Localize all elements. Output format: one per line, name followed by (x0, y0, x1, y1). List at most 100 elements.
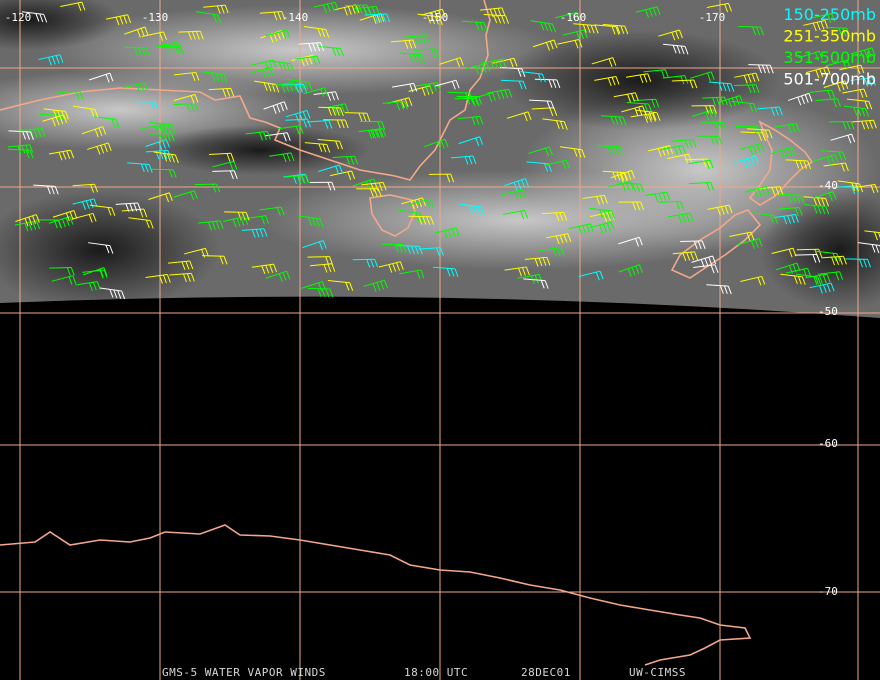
barb-feather (482, 64, 487, 73)
wind-barb (809, 89, 836, 99)
barb-feather (417, 54, 422, 63)
wind-barb (8, 148, 34, 159)
barb-feather (230, 88, 235, 97)
wind-barb (269, 60, 295, 72)
wind-barb (794, 253, 821, 263)
barb-feather (755, 72, 760, 82)
barb-feather (548, 79, 553, 88)
barb-feather (518, 80, 523, 90)
wind-barb (735, 125, 761, 135)
wind-barb (633, 98, 660, 108)
barb-feather (425, 34, 430, 43)
wind-barb (439, 57, 464, 67)
barb-feather (412, 39, 417, 49)
barb-feather (322, 144, 327, 153)
barb-feather (317, 288, 322, 297)
wind-barb (857, 242, 880, 254)
barb-feather (319, 218, 324, 228)
barb-feather (651, 99, 656, 108)
barb-feather (801, 276, 806, 285)
barb-feather (798, 207, 803, 216)
barb-feather (836, 253, 841, 262)
barb-feather (520, 210, 525, 220)
barb-feather (96, 146, 101, 155)
barb-feather (874, 184, 879, 193)
wind-barb (702, 96, 728, 106)
barb-feather (435, 48, 440, 58)
wind-barb (734, 72, 760, 84)
barb-feather (165, 139, 170, 148)
wind-barb (51, 275, 77, 285)
barb-feather (59, 54, 64, 63)
barb-feather (308, 43, 313, 52)
wind-barb (568, 223, 594, 235)
wind-barb (399, 269, 425, 279)
barb-feather (105, 244, 110, 254)
barb-feather (290, 152, 295, 162)
australia-coast (0, 0, 491, 181)
barb-feather (827, 14, 832, 23)
wind-barb (578, 270, 604, 281)
barb-feather (136, 84, 141, 93)
barb-feather (517, 180, 522, 190)
barb-feather (265, 215, 269, 224)
barb-feather (801, 95, 805, 105)
barb-feather (103, 269, 108, 279)
barb-feather (594, 25, 599, 34)
wind-barb (306, 119, 333, 129)
barb-feather (765, 64, 770, 74)
barb-feather (472, 155, 477, 165)
barb-feather (167, 124, 172, 133)
barb-feather (842, 256, 847, 265)
wind-barb (850, 47, 876, 60)
barb-feather (73, 210, 78, 219)
wind-barb (151, 168, 177, 178)
barb-feather (325, 288, 330, 298)
wind-barb (842, 88, 868, 98)
barb-feather (194, 103, 199, 112)
barb-feather (807, 268, 812, 277)
barb-feather (568, 14, 573, 23)
barb-feather (450, 268, 455, 277)
barb-feather (708, 256, 713, 266)
barb-feather (470, 96, 475, 105)
barb-feather (25, 144, 30, 154)
barb-feather (191, 72, 196, 82)
barb-feather (718, 136, 723, 145)
barb-feather (757, 64, 762, 74)
barb-feather (370, 183, 375, 192)
barb-feather (207, 221, 212, 231)
barb-feather (689, 212, 694, 222)
barb-feather (281, 11, 286, 20)
wind-barb (408, 215, 435, 225)
barb-feather (689, 80, 694, 89)
barb-feather (271, 83, 276, 92)
barb-feather (189, 260, 194, 270)
wind-barb (471, 92, 497, 103)
barb-feather (351, 170, 356, 180)
barb-feather (804, 94, 809, 103)
barb-feather (305, 174, 310, 184)
barb-feather (159, 32, 164, 41)
barb-feather (169, 43, 174, 52)
barb-feather (709, 160, 714, 169)
barb-feather (336, 119, 341, 129)
barb-feather (75, 91, 80, 100)
barb-shaft (307, 287, 330, 290)
barb-feather (618, 116, 623, 126)
barb-feather (544, 163, 549, 172)
barb-feather (669, 145, 674, 154)
barb-feather (552, 79, 557, 88)
barb-feather (521, 267, 526, 276)
barb-feather (611, 76, 616, 86)
barb-feather (552, 23, 556, 33)
barb-feather (372, 15, 377, 25)
barb-feather (119, 16, 124, 25)
wind-barb (798, 50, 823, 61)
barb-feather (159, 123, 164, 132)
wind-barb (418, 247, 444, 257)
barb-feather (302, 111, 307, 120)
barb-feather (195, 72, 200, 81)
wind-barb (259, 206, 285, 216)
wind-barb (591, 57, 617, 67)
